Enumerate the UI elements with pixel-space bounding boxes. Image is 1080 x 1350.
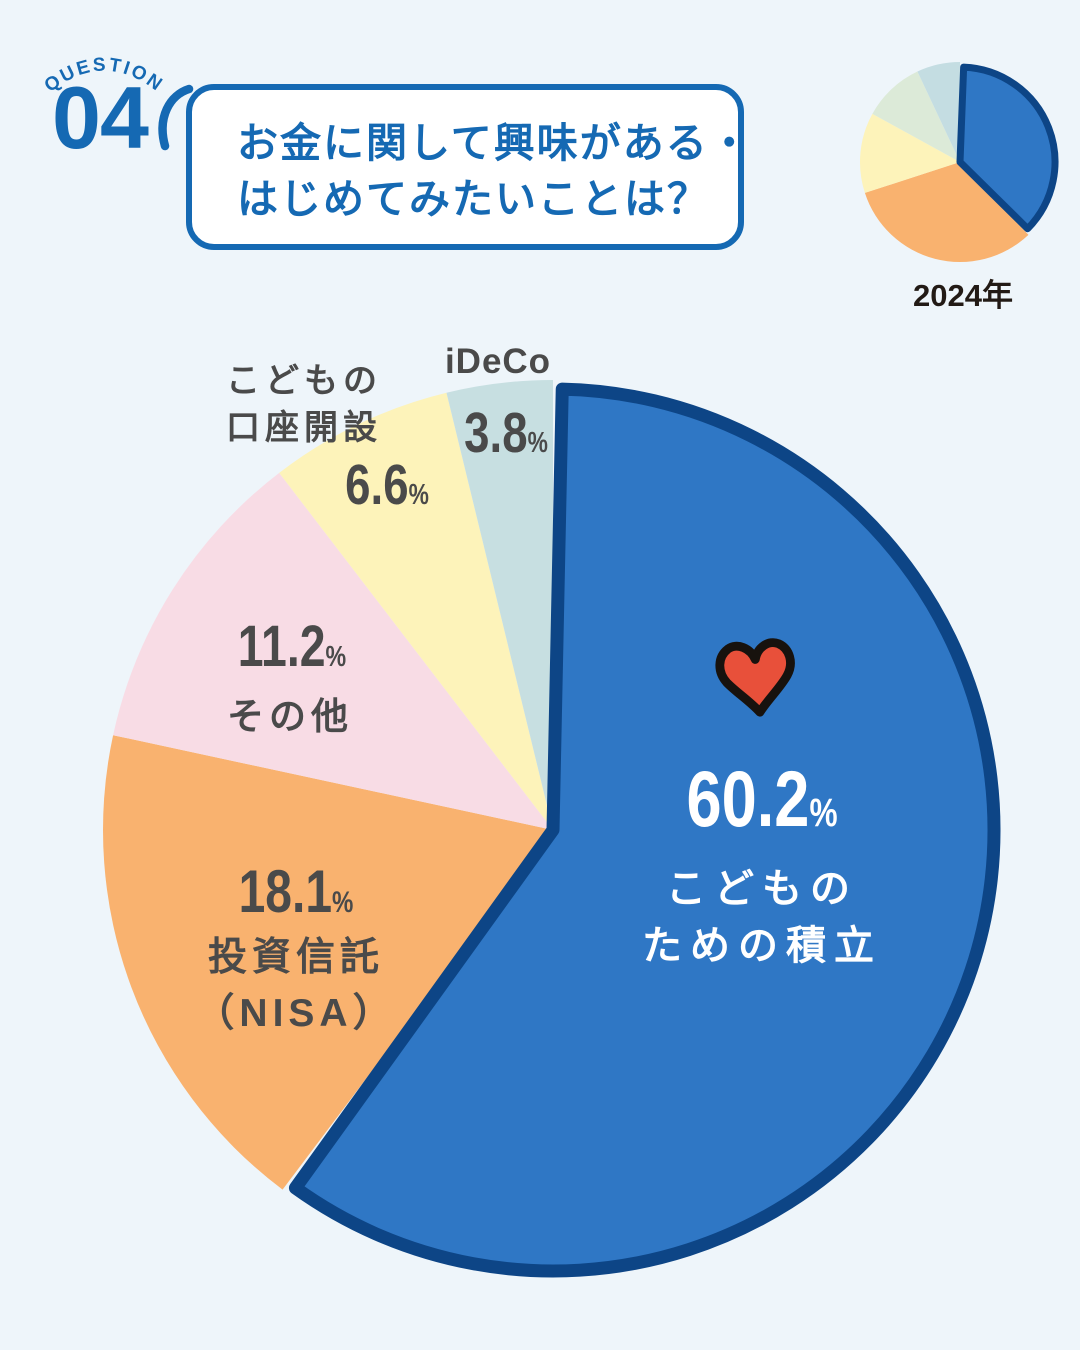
value-ideco-unit: %	[527, 427, 548, 459]
value-ideco: 3.8%	[454, 400, 559, 466]
question-number: 04	[52, 68, 149, 167]
pie-slice-iDeCo	[446, 380, 553, 830]
pie-slice-投資信託（NISA）	[102, 735, 554, 1190]
pie-slice-こどもの口座開設	[279, 392, 553, 830]
label-kodomo-tsumitate-line1: こどもの	[666, 867, 858, 911]
value-sonota: 11.2%	[224, 613, 359, 680]
main-pie-chart	[102, 380, 1001, 1278]
value-nisa-number: 18.1	[238, 858, 333, 925]
value-nisa: 18.1%	[224, 857, 367, 926]
pie-slice-こどものための積立	[288, 382, 1001, 1278]
pie-slice	[864, 162, 1029, 263]
value-sonota-number: 11.2	[237, 614, 326, 679]
value-kodomo-kouza-unit: %	[408, 479, 429, 511]
value-sonota-unit: %	[325, 641, 347, 673]
value-ideco-number: 3.8	[464, 401, 528, 465]
question-bubble: お金に関して興味がある・ はじめてみたいことは？	[186, 84, 752, 250]
question-text-line2: はじめてみたいことは？	[237, 176, 710, 222]
pie-slice	[956, 63, 1059, 233]
label-sonota: その他	[227, 696, 353, 737]
label-kodomo-kouza-line1: こどもの	[226, 362, 382, 400]
label-ideco: iDeCo	[444, 342, 552, 381]
label-nisa: 投資信託 （NISA）	[195, 930, 396, 1042]
value-nisa-unit: %	[332, 886, 354, 919]
label-nisa-line2: （NISA）	[195, 992, 397, 1035]
label-kodomo-kouza-line2: 口座開設	[226, 409, 382, 447]
value-kodomo-tsumitate-unit: %	[809, 791, 838, 835]
pie-slice	[917, 62, 960, 162]
speech-bubble-tail	[158, 84, 194, 151]
value-kodomo-kouza: 6.6%	[335, 452, 440, 518]
mini-pie-chart-2024	[859, 62, 1059, 263]
label-nisa-line1: 投資信託	[207, 936, 384, 979]
pie-slice-その他	[113, 472, 553, 830]
label-kodomo-kouza: こどもの 口座開設	[226, 358, 382, 452]
value-kodomo-tsumitate: 60.2%	[668, 753, 857, 845]
pie-slice	[859, 113, 960, 193]
value-kodomo-kouza-number: 6.6	[345, 453, 409, 517]
label-kodomo-tsumitate: こどもの ための積立	[642, 861, 882, 975]
heart-icon	[715, 638, 795, 717]
question-text-line1: お金に関して興味がある・	[237, 120, 752, 166]
value-kodomo-tsumitate-number: 60.2	[686, 754, 810, 843]
label-kodomo-tsumitate-line2: ための積立	[642, 924, 882, 968]
pie-slice	[872, 71, 960, 162]
mini-pie-caption: 2024年	[913, 278, 1013, 313]
